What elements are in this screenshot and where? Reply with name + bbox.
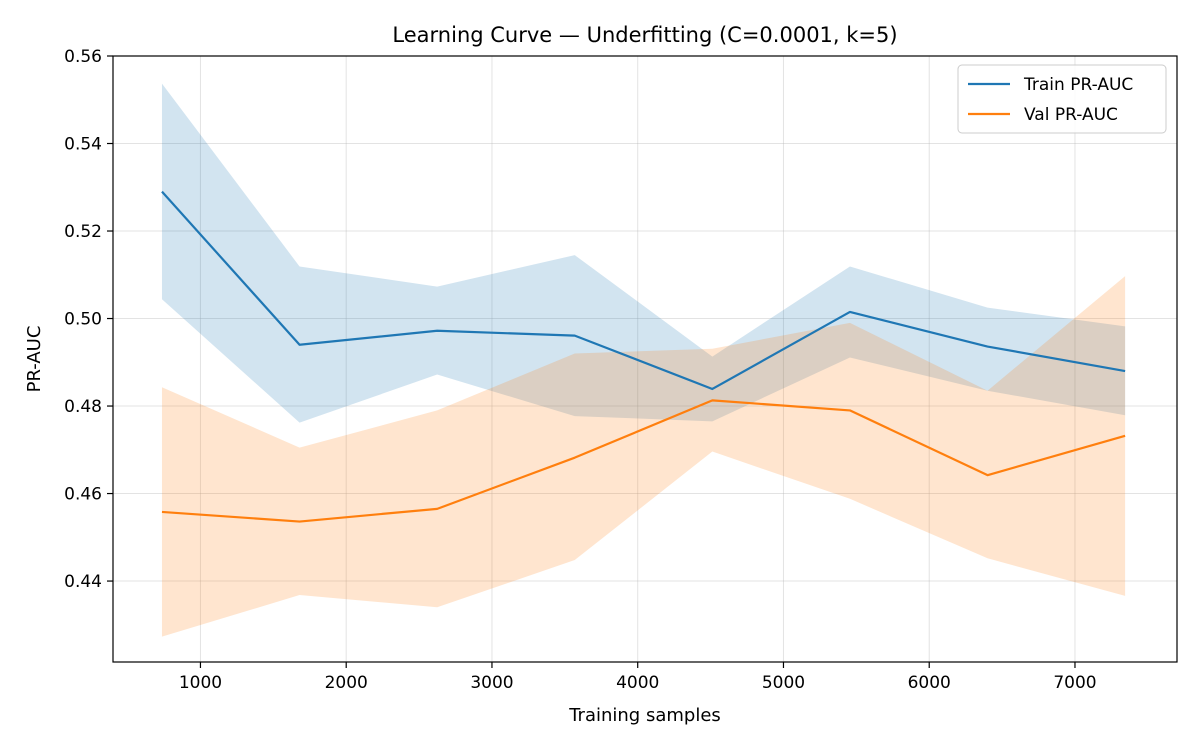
- y-tick-label: 0.56: [64, 47, 102, 67]
- x-tick-label: 4000: [616, 673, 659, 693]
- y-tick-label: 0.44: [64, 572, 102, 592]
- series-lines: [161, 190, 1126, 523]
- confidence-bands: [161, 83, 1126, 637]
- x-axis-ticks: 1000 2000 3000 4000 5000 6000 7000: [179, 662, 1097, 693]
- y-axis-label: PR-AUC: [24, 326, 45, 393]
- legend-box: [957, 64, 1167, 134]
- y-tick-label: 0.46: [64, 485, 102, 505]
- legend: Train PR-AUC Val PR-AUC: [957, 64, 1167, 134]
- val-pr-auc-line: [161, 399, 1126, 523]
- x-axis-label: Training samples: [568, 705, 721, 726]
- y-tick-label: 0.48: [64, 397, 102, 417]
- val-pr-auc-band: [161, 276, 1126, 637]
- train-pr-auc-line: [161, 190, 1126, 391]
- y-tick-label: 0.52: [64, 222, 102, 242]
- y-tick-label: 0.54: [64, 135, 102, 155]
- legend-label-val: Val PR-AUC: [1024, 105, 1118, 125]
- x-tick-label: 3000: [470, 673, 513, 693]
- train-pr-auc-band: [161, 83, 1126, 423]
- x-tick-label: 5000: [762, 673, 805, 693]
- x-tick-label: 2000: [325, 673, 368, 693]
- y-axis-ticks: 0.44 0.46 0.48 0.50 0.52 0.54 0.56: [64, 47, 113, 592]
- plot-frame: [112, 55, 1178, 663]
- y-tick-label: 0.50: [64, 310, 102, 330]
- x-tick-label: 6000: [908, 673, 951, 693]
- x-tick-label: 1000: [179, 673, 222, 693]
- x-tick-label: 7000: [1053, 673, 1096, 693]
- chart-title: Learning Curve — Underfitting (C=0.0001,…: [392, 23, 897, 47]
- legend-label-train: Train PR-AUC: [1023, 75, 1133, 95]
